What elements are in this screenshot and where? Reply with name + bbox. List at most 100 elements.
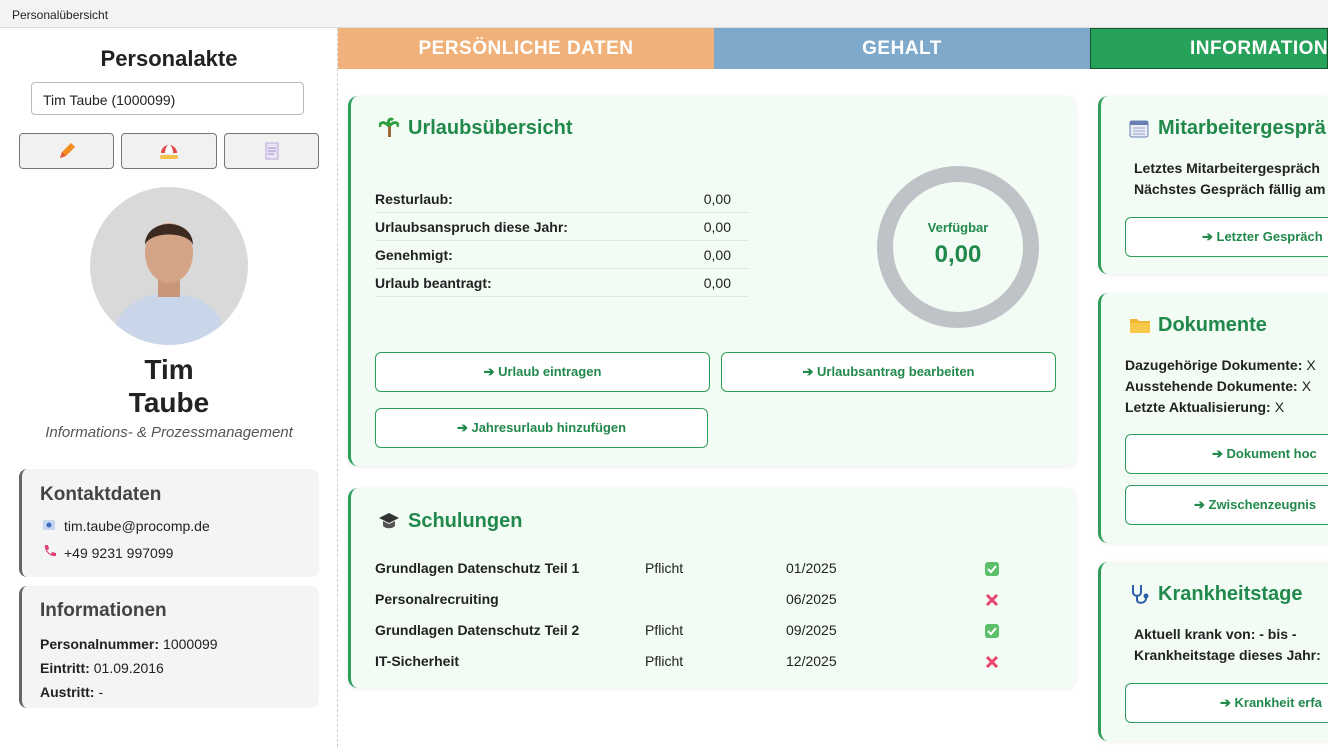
training-date: 09/2025 — [786, 622, 837, 638]
document-label: Letzte Aktualisierung: — [1125, 399, 1271, 415]
training-type: Pflicht — [645, 653, 684, 669]
vacation-label: Resturlaub: — [375, 190, 453, 207]
vacation-value: 0,00 — [703, 274, 731, 291]
document-row: Letzte Aktualisierung: X — [1125, 397, 1316, 418]
add-vacation-button[interactable]: ➔ Urlaub eintragen — [375, 352, 710, 392]
employee-select[interactable]: Tim Taube (1000099) — [31, 82, 304, 115]
training-type: Pflicht — [645, 622, 684, 638]
document-button[interactable] — [224, 133, 319, 169]
employee-photo — [90, 187, 248, 345]
email-icon — [43, 520, 55, 530]
document-rows: Dazugehörige Dokumente: X Ausstehende Doku… — [1125, 355, 1316, 418]
document-value: X — [1274, 399, 1285, 415]
last-name: Taube — [128, 387, 210, 418]
document-row: Dazugehörige Dokumente: X — [1125, 355, 1316, 376]
vacation-card: Urlaubsübersicht Resturlaub: 0,00 Urlaubsa… — [348, 96, 1076, 466]
upload-button[interactable]: ➔ Dokument hoc — [1125, 434, 1328, 474]
annual-leave-button[interactable]: ➔ Jahresurlaub hinzufügen — [375, 408, 708, 448]
documents-title: Dokumente — [1158, 314, 1267, 336]
info-row: Personalnummer: 1000099 — [40, 632, 218, 656]
document-row: Ausstehende Dokumente: X — [1125, 376, 1316, 397]
info-rows: Personalnummer: 1000099 Eintritt: 01.09.201… — [40, 632, 218, 704]
tab-personal[interactable]: PERSÖNLICHE DATEN — [338, 28, 714, 69]
vacation-row: Genehmigt: 0,00 — [375, 241, 749, 269]
training-name: IT-Sicherheit — [375, 653, 460, 669]
info-title: Informationen — [40, 600, 167, 621]
tab-information[interactable]: INFORMATION — [1090, 28, 1328, 69]
sick-button[interactable]: ➔ Krankheit erfa — [1125, 683, 1328, 723]
vacation-label: Genehmigt: — [375, 246, 453, 263]
palm-icon — [379, 117, 399, 137]
info-row: Austritt: - — [40, 680, 218, 704]
review-title: Mitarbeitergesprä — [1158, 117, 1326, 139]
info-label: Austritt: — [40, 684, 95, 700]
document-value: X — [1306, 357, 1316, 373]
training-name: Grundlagen Datenschutz Teil 2 — [375, 622, 580, 638]
training-date: 01/2025 — [786, 560, 837, 576]
training-date: 06/2025 — [786, 591, 837, 607]
vacation-title: Urlaubsübersicht — [408, 117, 573, 139]
edit-icon — [59, 143, 75, 158]
training-name: Personalrecruiting — [375, 591, 499, 607]
document-label: Dazugehörige Dokumente: — [1125, 357, 1303, 373]
review-line: Letztes Mitarbeitergespräch — [1134, 160, 1320, 176]
last-review-button[interactable]: ➔ Letzter Gespräch — [1125, 217, 1328, 257]
done-icon — [985, 624, 999, 638]
training-date: 12/2025 — [786, 653, 837, 669]
open-icon — [985, 593, 999, 607]
sick-line: Aktuell krank von: - bis - — [1134, 626, 1297, 642]
vacation-button[interactable] — [121, 133, 217, 169]
document-label: Ausstehende Dokumente: — [1125, 378, 1298, 394]
trainings-card: Schulungen Grundlagen Datenschutz Teil 1… — [348, 488, 1076, 688]
vacation-rows: Resturlaub: 0,00 Urlaubsanspruch diese Jah… — [375, 185, 749, 297]
contact-box: Kontaktdaten tim.taube@procomp.de +49 92… — [19, 469, 319, 577]
vacation-row: Resturlaub: 0,00 — [375, 185, 749, 213]
vacation-row: Urlaubsanspruch diese Jahr: 0,00 — [375, 213, 749, 241]
vacation-label: Urlaubsanspruch diese Jahr: — [375, 218, 568, 235]
info-row: Eintritt: 01.09.2016 — [40, 656, 218, 680]
sick-line: Krankheitstage dieses Jahr: — [1134, 647, 1321, 663]
info-value: 01.09.2016 — [93, 660, 164, 676]
vacation-value: 0,00 — [703, 218, 731, 235]
ring — [877, 166, 1039, 328]
first-name: Tim — [144, 354, 194, 385]
vacation-value: 0,00 — [703, 190, 731, 207]
window-title: Personalübersicht — [0, 0, 1328, 28]
employee-role: Informations- & Prozessmanagement — [45, 424, 293, 441]
ring-label: Verfügbar — [928, 220, 989, 235]
document-icon — [265, 142, 278, 160]
cap-icon — [379, 513, 399, 529]
info-label: Eintritt: — [40, 660, 90, 676]
trainings-title: Schulungen — [408, 510, 523, 532]
sidebar: Personalakte Tim Taube (1000099) Tim Tau… — [0, 28, 338, 747]
vacation-row: Urlaub beantragt: 0,00 — [375, 269, 749, 297]
documents-card: Dokumente Dazugehörige Dokumente: X Ausste… — [1098, 293, 1328, 543]
edit-request-button[interactable]: ➔ Urlaubsantrag bearbeiten — [721, 352, 1056, 392]
folder-icon — [1130, 319, 1150, 333]
tab-salary[interactable]: GEHALT — [714, 28, 1090, 69]
review-card: Mitarbeitergesprä Letztes Mitarbeiterges… — [1098, 96, 1328, 274]
ring-value: 0,00 — [935, 241, 982, 268]
phone: +49 9231 997099 — [64, 545, 174, 561]
sidebar-title: Personalakte — [100, 46, 238, 71]
done-icon — [985, 562, 999, 576]
certificate-button[interactable]: ➔ Zwischenzeugnis — [1125, 485, 1328, 525]
document-value: X — [1301, 378, 1312, 394]
edit-button[interactable] — [19, 133, 114, 169]
employee-name: Tim Taube — [0, 353, 338, 419]
stethoscope-icon — [1132, 585, 1149, 604]
email: tim.taube@procomp.de — [64, 518, 210, 534]
calendar-icon — [1129, 120, 1149, 138]
info-label: Personalnummer: — [40, 636, 160, 652]
training-type: Pflicht — [645, 560, 684, 576]
available-ring: Verfügbar 0,00 — [877, 166, 1039, 328]
vacation-value: 0,00 — [703, 246, 731, 263]
vacation-icon — [160, 145, 178, 159]
sick-title: Krankheitstage — [1158, 583, 1303, 605]
sick-card: Krankheitstage Aktuell krank von: - bis … — [1098, 562, 1328, 741]
info-box: Informationen Personalnummer: 1000099 Eint… — [19, 586, 319, 708]
training-name: Grundlagen Datenschutz Teil 1 — [375, 560, 580, 576]
open-icon — [985, 655, 999, 669]
